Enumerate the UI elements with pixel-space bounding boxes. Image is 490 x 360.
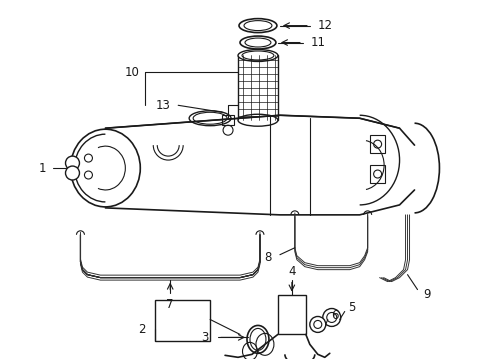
Bar — [369, 165, 385, 183]
Text: 9: 9 — [424, 288, 431, 301]
Text: 12: 12 — [317, 19, 332, 32]
Ellipse shape — [239, 19, 277, 32]
Text: 11: 11 — [310, 36, 325, 49]
Circle shape — [310, 316, 326, 332]
Circle shape — [323, 309, 341, 327]
Text: 7: 7 — [167, 298, 174, 311]
Text: 5: 5 — [348, 301, 355, 314]
Bar — [222, 115, 234, 125]
Text: 10: 10 — [125, 66, 140, 79]
Text: 2: 2 — [139, 323, 146, 336]
Text: 8: 8 — [264, 251, 271, 264]
Bar — [238, 55, 278, 120]
Text: 4: 4 — [288, 265, 295, 278]
Text: 3: 3 — [201, 331, 209, 344]
Circle shape — [66, 156, 79, 170]
Bar — [278, 294, 306, 334]
Text: 13: 13 — [156, 99, 171, 112]
Text: 6: 6 — [331, 309, 339, 322]
Text: 1: 1 — [39, 162, 47, 175]
Bar — [369, 135, 385, 153]
Ellipse shape — [247, 325, 269, 353]
Ellipse shape — [238, 50, 278, 62]
Bar — [155, 300, 210, 341]
Ellipse shape — [71, 129, 140, 207]
Ellipse shape — [238, 114, 278, 126]
Circle shape — [66, 166, 79, 180]
Ellipse shape — [240, 36, 276, 49]
